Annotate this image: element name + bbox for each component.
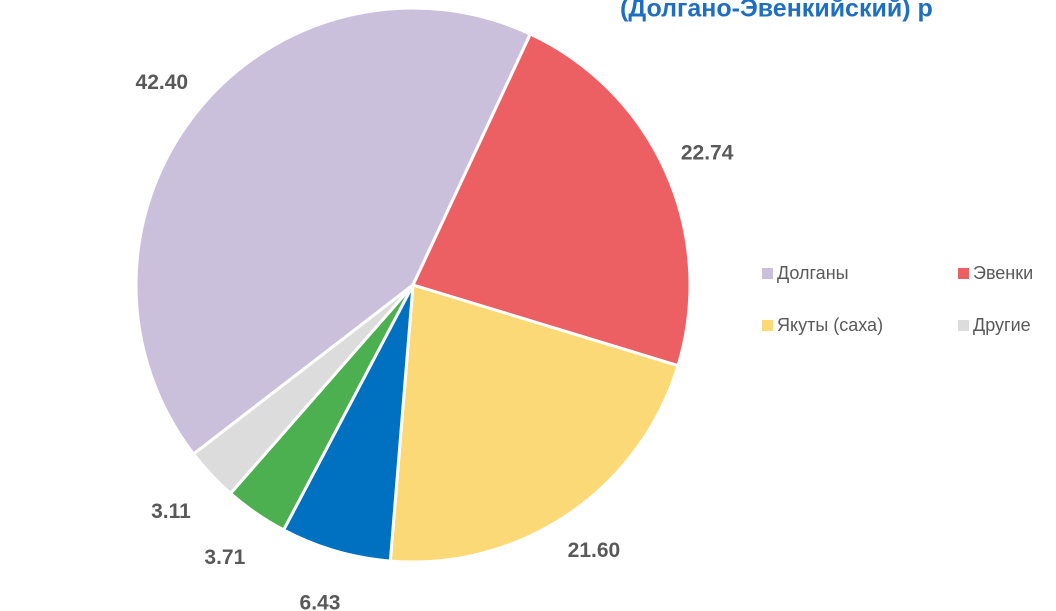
- chart-title: (Долгано-Эвенкийский) р: [620, 0, 933, 23]
- pie-slice: [388, 283, 680, 564]
- data-label: 6.43: [300, 591, 341, 611]
- data-label: 21.60: [568, 539, 621, 562]
- pie-slice: [410, 32, 692, 368]
- data-label: 22.74: [681, 142, 734, 165]
- pie-slice: [134, 6, 533, 457]
- legend-swatch: [958, 320, 969, 331]
- legend-label: Другие: [973, 315, 1031, 335]
- legend-swatch: [762, 320, 773, 331]
- legend-label: Эвенки: [973, 263, 1033, 283]
- data-label: 3.71: [204, 546, 245, 569]
- legend-label: Якуты (саха): [777, 315, 883, 335]
- pie-slice: [281, 284, 415, 563]
- legend-label: Долганы: [777, 263, 849, 283]
- legend-swatch: [762, 268, 773, 279]
- pie-slice: [191, 283, 415, 496]
- data-label: 3.11: [151, 500, 191, 523]
- data-label: 42.40: [136, 71, 189, 94]
- legend-swatch: [958, 268, 969, 279]
